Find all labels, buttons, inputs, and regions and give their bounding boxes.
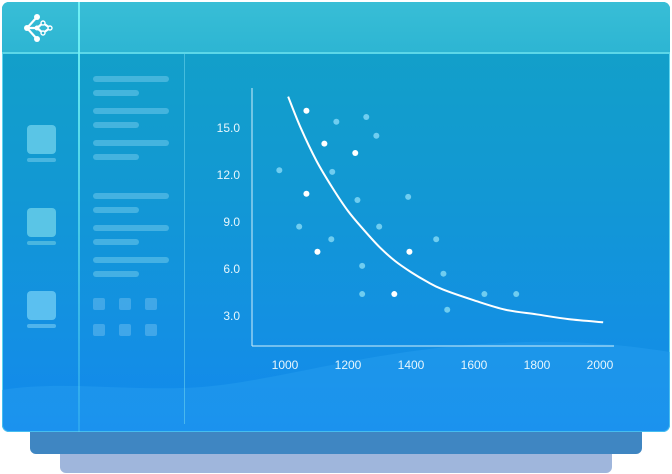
list-line-placeholder [93, 122, 139, 128]
data-point [513, 291, 520, 298]
data-point [296, 223, 303, 230]
nav-label-placeholder [27, 241, 56, 245]
data-point [444, 306, 451, 313]
background-wave [2, 341, 670, 432]
list-line-placeholder [93, 257, 169, 263]
x-tick-label: 1000 [272, 358, 299, 372]
divider [78, 2, 80, 432]
divider [184, 54, 185, 424]
data-point-highlight [321, 140, 328, 147]
grid-square-icon[interactable] [119, 324, 131, 336]
data-point [376, 223, 383, 230]
nav-square-icon[interactable] [27, 208, 56, 237]
x-tick-label: 2000 [587, 358, 614, 372]
x-tick-label: 1800 [524, 358, 551, 372]
x-tick-label: 1200 [335, 358, 362, 372]
data-point [359, 291, 366, 298]
data-point-highlight [303, 107, 310, 114]
data-point [329, 168, 336, 175]
list-line-placeholder [93, 239, 139, 245]
grid-square-icon[interactable] [93, 324, 105, 336]
y-tick-label: 9.0 [223, 215, 240, 229]
nav-square-icon[interactable] [27, 125, 56, 154]
data-point [333, 118, 340, 125]
y-tick-label: 12.0 [217, 168, 241, 182]
data-point [481, 291, 488, 298]
list-line-placeholder [93, 193, 169, 199]
data-point-highlight [406, 248, 413, 255]
data-point [359, 262, 366, 269]
grid-square-icon[interactable] [145, 298, 157, 310]
data-point-highlight [391, 291, 398, 298]
data-point [373, 132, 380, 139]
x-tick-label: 1600 [461, 358, 488, 372]
y-tick-label: 6.0 [223, 262, 240, 276]
nav-label-placeholder [27, 158, 56, 162]
data-point [354, 197, 361, 204]
nav-square-icon[interactable] [27, 291, 56, 320]
grid-square-icon[interactable] [93, 298, 105, 310]
data-point [405, 193, 412, 200]
x-tick-label: 1400 [398, 358, 425, 372]
data-point-highlight [303, 190, 310, 197]
app-window [2, 2, 670, 432]
trend-curve [287, 96, 604, 324]
network-nodes-icon[interactable] [24, 12, 56, 44]
nav-label-placeholder [27, 324, 56, 328]
list-line-placeholder [93, 271, 139, 277]
data-point [440, 270, 447, 277]
data-point-highlight [352, 150, 359, 157]
y-tick-label: 15.0 [217, 121, 241, 135]
list-line-placeholder [93, 76, 169, 82]
list-line-placeholder [93, 90, 139, 96]
list-line-placeholder [93, 140, 169, 146]
data-point [363, 113, 370, 120]
top-bar [2, 2, 670, 54]
list-line-placeholder [93, 207, 139, 213]
data-point [276, 167, 283, 174]
grid-square-icon[interactable] [119, 298, 131, 310]
y-tick-label: 3.0 [223, 309, 240, 323]
data-point [433, 236, 440, 243]
list-line-placeholder [93, 154, 139, 160]
list-line-placeholder [93, 108, 169, 114]
grid-square-icon[interactable] [145, 324, 157, 336]
list-line-placeholder [93, 225, 169, 231]
data-point-highlight [314, 248, 321, 255]
data-point [328, 236, 335, 243]
